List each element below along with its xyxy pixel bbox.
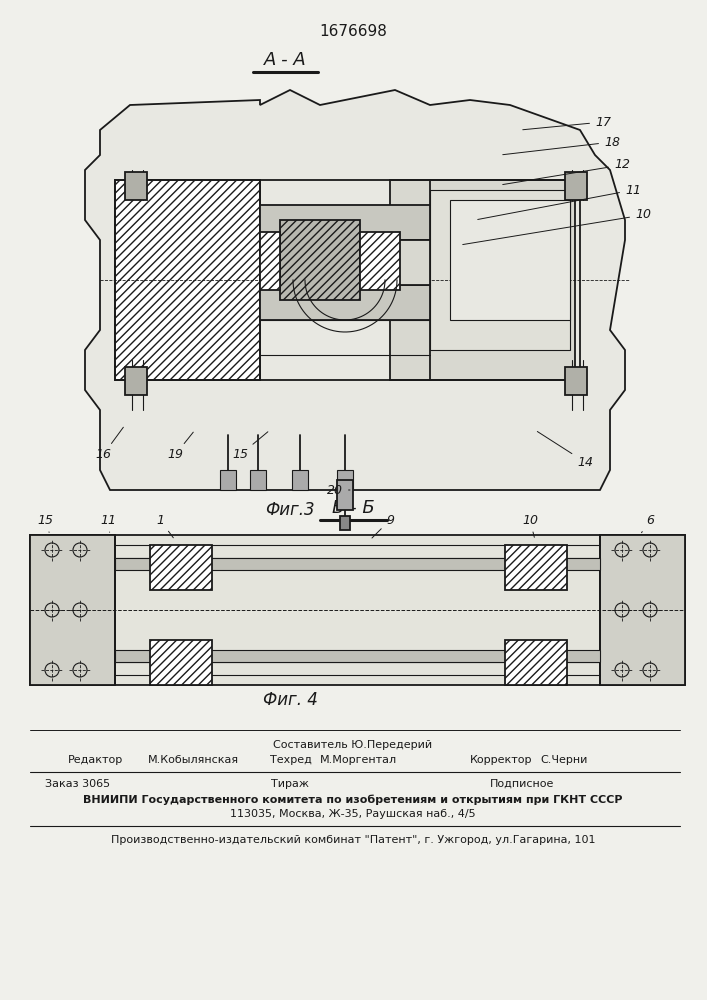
Polygon shape [85, 90, 625, 490]
Bar [390, 180, 575, 380]
Bar [150, 640, 212, 685]
Text: Фиг.3: Фиг.3 [265, 501, 315, 519]
Bar [115, 558, 600, 570]
Bar [565, 367, 587, 395]
Bar [125, 172, 147, 200]
Bar [260, 285, 430, 320]
Bar [340, 516, 350, 530]
Text: 11: 11 [478, 184, 641, 219]
Text: Подписное: Подписное [490, 779, 554, 789]
Bar [250, 470, 266, 490]
Bar [220, 470, 236, 490]
Bar [337, 480, 353, 510]
Text: Заказ 3065: Заказ 3065 [45, 779, 110, 789]
Text: Тираж: Тираж [271, 779, 309, 789]
Bar [150, 545, 212, 590]
Text: ВНИИПИ Государственного комитета по изобретениям и открытиям при ГКНТ СССР: ВНИИПИ Государственного комитета по изоб… [83, 795, 623, 805]
Bar [115, 650, 600, 662]
Bar [260, 205, 430, 240]
Text: Б - Б: Б - Б [332, 499, 375, 517]
Text: 15: 15 [232, 432, 268, 462]
Bar [360, 232, 400, 290]
Text: 9: 9 [372, 514, 394, 538]
Text: 1676698: 1676698 [319, 24, 387, 39]
Text: Фиг. 4: Фиг. 4 [262, 691, 317, 709]
Text: 1: 1 [156, 514, 173, 538]
Bar [600, 535, 685, 685]
Text: 12: 12 [503, 158, 630, 185]
Bar [115, 180, 260, 380]
Bar [337, 470, 353, 490]
Text: 16: 16 [95, 427, 123, 462]
Bar [430, 190, 570, 350]
Bar [292, 470, 308, 490]
Text: 6: 6 [641, 514, 654, 533]
Bar [505, 640, 567, 685]
Bar [260, 232, 280, 290]
Bar [505, 545, 567, 590]
Text: 17: 17 [522, 115, 611, 130]
Bar [30, 535, 115, 685]
Text: 20: 20 [327, 484, 350, 496]
Text: М.Моргентал: М.Моргентал [320, 755, 397, 765]
Text: Производственно-издательский комбинат "Патент", г. Ужгород, ул.Гагарина, 101: Производственно-издательский комбинат "П… [111, 835, 595, 845]
Text: 14: 14 [537, 431, 593, 468]
Text: Корректор: Корректор [470, 755, 532, 765]
Text: М.Кобылянская: М.Кобылянская [148, 755, 239, 765]
Bar [280, 220, 360, 300]
Text: Редактор: Редактор [68, 755, 123, 765]
Text: 18: 18 [503, 135, 620, 155]
Text: 19: 19 [167, 432, 193, 462]
Text: 15: 15 [37, 514, 53, 532]
Bar [565, 172, 587, 200]
Bar [30, 535, 685, 685]
Bar [260, 240, 430, 285]
Bar [125, 367, 147, 395]
Text: 11: 11 [100, 514, 116, 532]
Text: 10: 10 [463, 209, 651, 245]
Text: Составитель Ю.Передерий: Составитель Ю.Передерий [274, 740, 433, 750]
Bar [450, 200, 570, 320]
Text: А - А: А - А [264, 51, 306, 69]
Text: 10: 10 [522, 514, 538, 537]
Text: 113035, Москва, Ж-35, Раушская наб., 4/5: 113035, Москва, Ж-35, Раушская наб., 4/5 [230, 809, 476, 819]
Text: Техред: Техред [270, 755, 312, 765]
Text: С.Черни: С.Черни [540, 755, 588, 765]
